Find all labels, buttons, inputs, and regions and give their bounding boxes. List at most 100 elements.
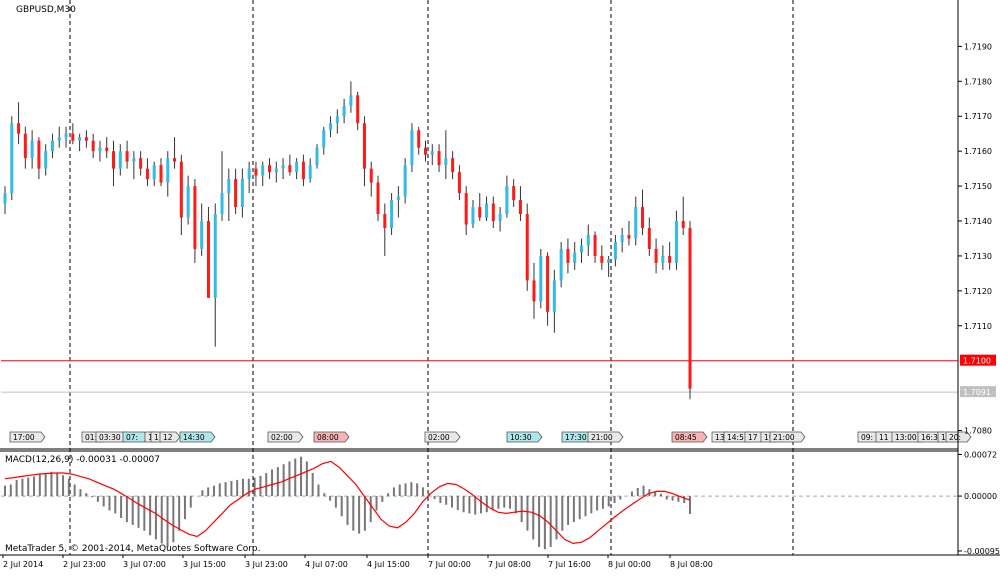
event-marker-label: 17:30: [565, 433, 587, 442]
event-marker-label: 11: [879, 433, 889, 442]
candle-bear: [369, 168, 373, 183]
candle-bear: [193, 186, 197, 249]
event-marker-label: 08:45: [675, 433, 697, 442]
candle-bull: [579, 245, 583, 253]
candle-bear: [417, 130, 421, 148]
event-marker-label: 21:00: [591, 433, 613, 442]
x-tick-label: 8 Jul 08:00: [670, 560, 713, 569]
macd-pane: [1, 456, 958, 550]
level-price-text: 1.7100: [963, 357, 991, 366]
candle-bull: [308, 165, 312, 180]
y-tick-label: 1.7120: [964, 287, 992, 296]
y-tick-label: 1.7130: [964, 252, 992, 261]
candle-bear: [668, 255, 672, 263]
candle-bull: [57, 137, 61, 141]
event-marker: [671, 431, 708, 443]
candle-bear: [512, 186, 516, 201]
candle-bull: [315, 147, 319, 166]
candle-bear: [423, 147, 427, 155]
price-pane: 17:00 01: 03:30 07: 1 1 12 14:30 02:00 08:00 02:00…: [1, 81, 972, 443]
candle-bear: [84, 137, 88, 141]
candle-bull: [559, 248, 563, 281]
event-marker-label: 07:: [126, 433, 138, 442]
candle-bear: [491, 203, 495, 222]
candle-bull: [396, 196, 400, 201]
event-marker-label: 14:5: [727, 433, 744, 442]
event-marker: [424, 431, 461, 443]
candle-bull: [132, 158, 136, 162]
bid-price-tag: [960, 386, 996, 398]
candle-bear: [457, 172, 461, 194]
candle-bear: [600, 255, 604, 263]
event-marker-label: 13: [715, 433, 725, 442]
x-tick-label: 8 Jul 00:00: [608, 560, 651, 569]
candle-bull: [634, 207, 638, 239]
candle-bull: [586, 234, 590, 246]
event-marker: [313, 431, 350, 443]
y-tick-label: 1.7080: [964, 427, 992, 436]
event-marker: [769, 431, 806, 443]
candle-bear: [17, 123, 21, 134]
candle-bear: [139, 158, 143, 169]
x-tick-label: 3 Jul 15:00: [183, 560, 226, 569]
symbol-label: GBPUSD,M30: [16, 5, 76, 15]
candle-bull: [329, 123, 333, 131]
x-tick-label: 3 Jul 07:00: [123, 560, 166, 569]
event-marker-label: 08:00: [317, 433, 339, 442]
event-marker-label: 20:: [949, 433, 961, 442]
candle-bear: [383, 214, 387, 228]
candle-bull: [410, 130, 414, 166]
y-tick-label: 1.7170: [964, 112, 992, 121]
macd-y-tick-label: 0.00072: [964, 450, 997, 459]
macd-title: MACD(12,26,9) -0.00031 -0.00007: [5, 455, 160, 465]
candle-bear: [451, 158, 455, 173]
candle-bull: [3, 193, 7, 204]
bid-price-text: 1.7091: [963, 388, 991, 397]
candle-bull: [186, 186, 190, 218]
x-tick-label: 7 Jul 08:00: [488, 560, 531, 569]
y-tick-label: 1.7160: [964, 147, 992, 156]
candle-bull: [552, 280, 556, 312]
event-marker-label: 17: [748, 433, 758, 442]
candle-bull: [30, 140, 34, 159]
event-marker-label: 02:00: [271, 433, 293, 442]
candle-bear: [627, 234, 631, 239]
candle-bear: [206, 221, 210, 298]
event-marker-label: 13:00: [895, 433, 917, 442]
candle-bear: [268, 165, 272, 173]
event-marker-label: 01:: [85, 433, 97, 442]
event-marker-label: 1: [154, 433, 159, 442]
candle-bull: [485, 203, 489, 218]
event-marker-label: 16:3: [921, 433, 938, 442]
candle-bear: [688, 227, 692, 389]
candle-bear: [362, 123, 366, 169]
candle-bull: [661, 255, 665, 263]
level-price-tag: [960, 354, 996, 366]
candle-bear: [125, 151, 129, 162]
event-marker-label: 17:00: [13, 433, 35, 442]
candle-bull: [78, 137, 82, 141]
candle-bull: [620, 234, 624, 242]
candle-bull: [227, 179, 231, 194]
event-marker-label: 12: [163, 433, 173, 442]
time-separators: [69, 0, 794, 555]
y-tick-label: 1.7140: [964, 217, 992, 226]
candle-bear: [525, 214, 529, 281]
candle-bear: [681, 221, 685, 228]
candle-bear: [376, 182, 380, 215]
event-marker: [159, 431, 181, 443]
candle-bear: [234, 179, 238, 208]
candle-bear: [566, 248, 570, 263]
event-marker: [587, 431, 624, 443]
candle-bear: [301, 161, 305, 180]
candle-bull: [471, 207, 475, 225]
candle-bull: [444, 158, 448, 166]
candle-bull: [607, 259, 611, 263]
x-tick-label: 4 Jul 15:00: [367, 560, 410, 569]
y-tick-label: 1.7110: [964, 322, 992, 331]
candle-bull: [213, 214, 217, 298]
event-marker-label: 1: [941, 433, 946, 442]
macd-y-tick-label: -0.00095: [964, 547, 1000, 556]
